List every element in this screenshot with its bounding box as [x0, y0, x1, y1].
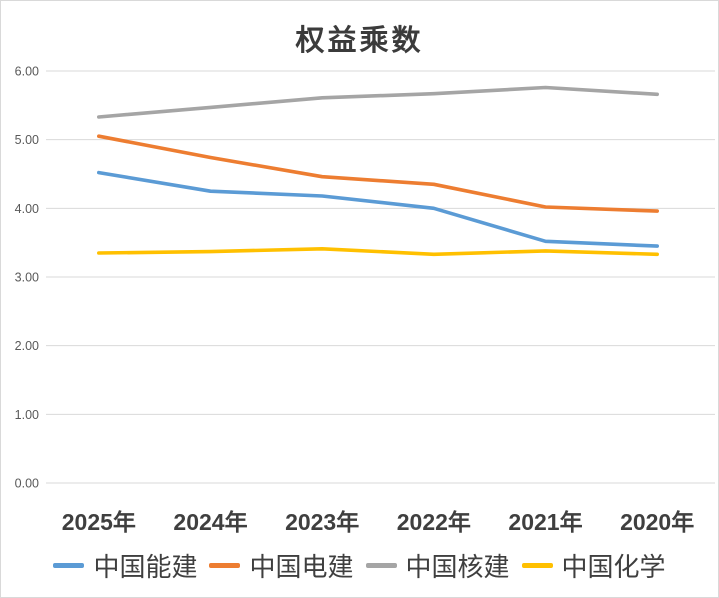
legend-item: 中国化学 [521, 547, 666, 584]
y-axis-tick-label: 5.00 [15, 133, 39, 147]
legend-label: 中国能建 [93, 553, 198, 582]
series-line [97, 170, 660, 248]
legend-item: 中国能建 [53, 547, 197, 584]
x-axis-label: 2025年 [61, 509, 136, 535]
series-line [97, 247, 660, 257]
legend-label: 中国化学 [561, 553, 666, 582]
x-axis-label: 2020年 [620, 509, 695, 535]
x-axis-label: 2023年 [285, 509, 360, 535]
y-axis-tick-label: 4.00 [15, 202, 39, 216]
y-axis-tick-label: 0.00 [15, 477, 39, 491]
series-line [97, 85, 660, 119]
legend-label: 中国电建 [249, 553, 354, 582]
legend-line-marker-icon [209, 563, 241, 568]
x-axis-label: 2021年 [508, 509, 583, 535]
legend-item: 中国核建 [365, 547, 510, 584]
legend-line-marker-icon [365, 563, 397, 568]
series-line [97, 134, 660, 213]
legend-label: 中国核建 [405, 553, 510, 582]
x-axis-label: 2024年 [173, 509, 248, 535]
y-axis-tick-label: 6.00 [15, 65, 39, 79]
chart-legend: 中国能建 中国电建 中国核建 中国化学 [1, 547, 718, 584]
y-axis-tick-label: 2.00 [15, 339, 39, 353]
legend-item: 中国电建 [209, 547, 354, 584]
legend-line-marker-icon [53, 563, 85, 568]
chart-title: 权益乘数 [295, 25, 424, 57]
y-axis-tick-label: 3.00 [15, 271, 39, 285]
x-axis-label: 2022年 [396, 509, 471, 535]
legend-line-marker-icon [521, 563, 553, 568]
y-axis-tick-label: 1.00 [15, 408, 39, 422]
